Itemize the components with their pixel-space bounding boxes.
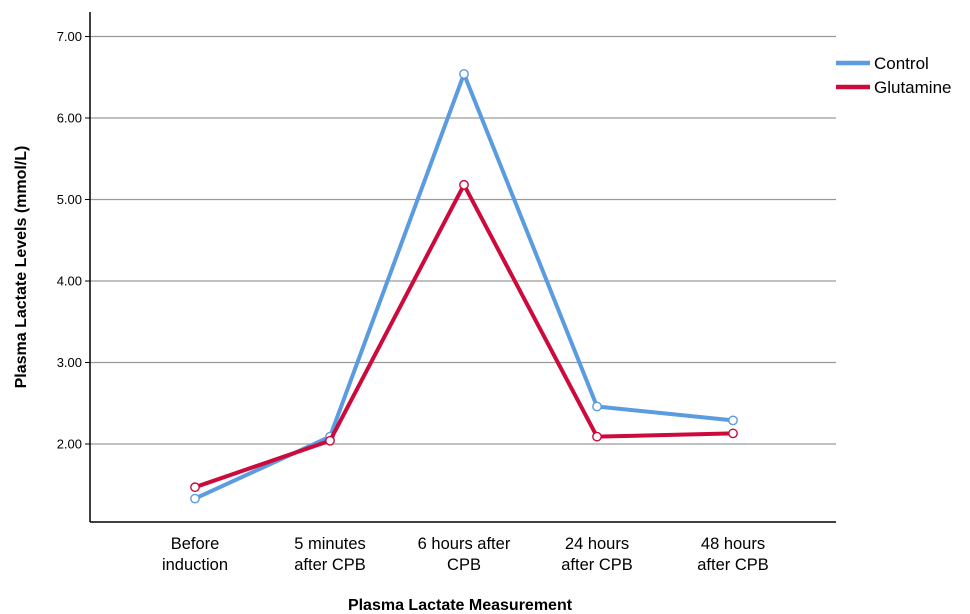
x-tick-label-line: 5 minutes <box>294 535 366 553</box>
x-tick-label: Before induction <box>162 535 228 574</box>
axes <box>85 12 836 523</box>
x-tick-label-line: induction <box>162 556 228 574</box>
y-tick-label: 5.00 <box>57 192 82 207</box>
series-lines <box>190 69 738 504</box>
x-tick-label-line: 6 hours after <box>418 535 511 553</box>
data-point-glutamine <box>325 435 335 446</box>
tick-labels: 2.00 3.00 4.00 5.00 6.00 7.00 Before induction 5… <box>57 29 769 574</box>
data-point-control <box>592 401 602 412</box>
y-tick-label: 6.00 <box>57 111 82 126</box>
gridlines <box>90 35 836 445</box>
y-tick-label: 7.00 <box>57 29 82 44</box>
x-tick-label-line: 24 hours <box>565 535 629 553</box>
x-tick-label-line: after CPB <box>697 556 769 574</box>
x-tick-label: 24 hours after CPB <box>561 535 633 574</box>
legend-label-control: Control <box>874 54 929 73</box>
data-point-control <box>459 69 469 79</box>
data-point-control <box>728 415 738 426</box>
data-point-glutamine <box>728 428 738 439</box>
y-axis-title: Plasma Lactate Levels (mmol/L) <box>13 146 30 389</box>
x-tick-label-line: CPB <box>447 556 481 574</box>
data-point-glutamine <box>459 179 469 190</box>
x-tick-label-line: after CPB <box>561 556 633 574</box>
legend: Control Glutamine <box>836 54 951 97</box>
legend-label-glutamine: Glutamine <box>874 78 951 97</box>
x-tick-label: 5 minutes after CPB <box>294 535 366 574</box>
x-tick-label-line: 48 hours <box>701 535 765 553</box>
x-axis-title: Plasma Lactate Measurement <box>348 597 573 614</box>
data-point-glutamine <box>190 482 200 493</box>
x-tick-label-line: Before <box>171 535 220 553</box>
series-line-glutamine <box>193 182 735 490</box>
x-tick-label: 48 hours after CPB <box>697 535 769 574</box>
data-point-glutamine <box>592 431 602 442</box>
data-point-control <box>190 493 200 504</box>
y-tick-label: 4.00 <box>57 274 82 289</box>
x-tick-label-line: after CPB <box>294 556 366 574</box>
y-tick-label: 2.00 <box>57 437 82 452</box>
y-tick-label: 3.00 <box>57 355 82 370</box>
x-tick-label: 6 hours after CPB <box>418 535 511 574</box>
